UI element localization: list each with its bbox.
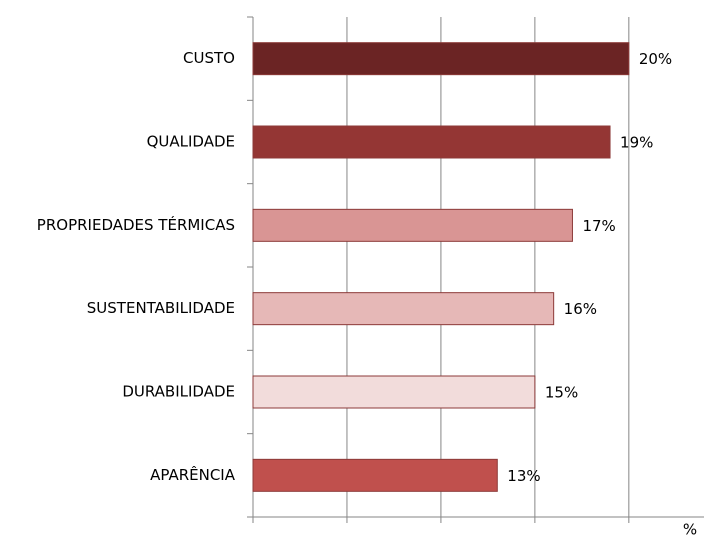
value-label: 16% [564, 300, 597, 318]
value-label: 20% [639, 50, 672, 68]
value-label: 15% [545, 384, 578, 402]
bar [252, 292, 555, 326]
y-tick-label: PROPRIEDADES TÉRMICAS [37, 215, 235, 234]
value-label: 19% [620, 134, 653, 152]
bar [252, 125, 611, 159]
y-tick-label: DURABILIDADE [122, 383, 235, 401]
value-label: 13% [507, 467, 540, 485]
y-tick-label: CUSTO [183, 49, 235, 67]
y-tick-label: APARÊNCIA [150, 465, 236, 484]
bar [252, 42, 630, 76]
y-tick-label: SUSTENTABILIDADE [87, 299, 235, 317]
value-label: 17% [582, 217, 615, 235]
bar [252, 208, 573, 242]
y-tick-label: QUALIDADE [147, 133, 235, 151]
bar [252, 458, 498, 492]
bar [252, 375, 536, 409]
x-axis-label: % [683, 521, 697, 536]
